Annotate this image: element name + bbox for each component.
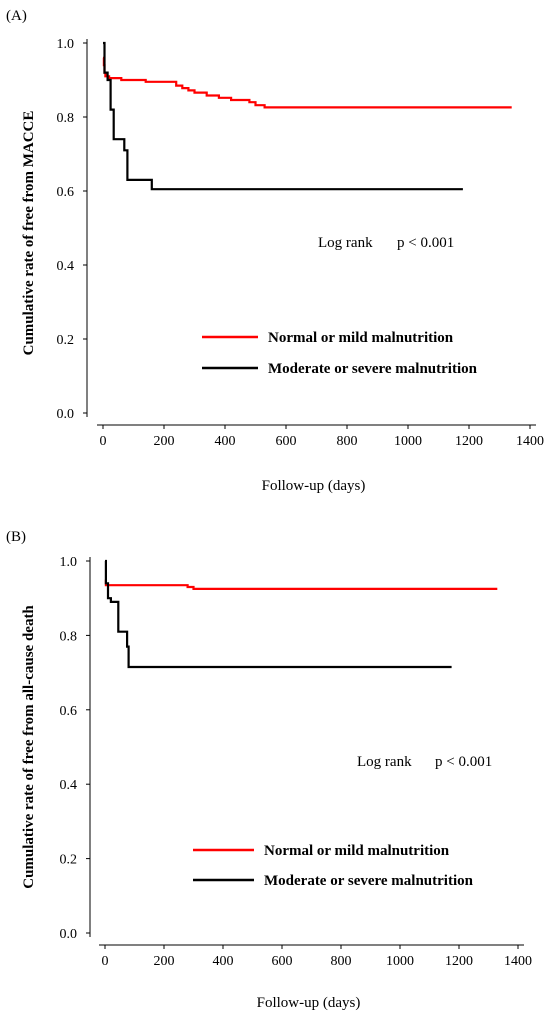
log-rank-label: Log rank: [318, 235, 373, 251]
y-tick-label: 0.0: [60, 927, 78, 942]
x-tick-label: 1000: [394, 434, 422, 449]
y-axis-label: Cumulative rate of free from MACCE: [21, 111, 37, 356]
series-line: [103, 41, 463, 191]
x-tick-label: 1200: [455, 434, 483, 449]
x-tick-label: 0: [100, 434, 107, 449]
p-value-label: p < 0.001: [435, 754, 492, 770]
legend-label: Normal or mild malnutrition: [268, 330, 454, 346]
x-tick-label: 200: [154, 954, 175, 969]
y-tick-label: 0.6: [60, 704, 78, 719]
panel-label: (A): [6, 8, 27, 24]
y-tick-label: 0.8: [57, 111, 75, 126]
y-tick-label: 0.8: [60, 629, 78, 644]
panel-b: (B) 0.0 0.2 0.4 0.6 0.8 1.0 0 200 400 600 800 1000 12…: [6, 529, 532, 1011]
series-line: [104, 559, 452, 669]
y-tick-label: 0.0: [57, 407, 75, 422]
x-tick-label: 600: [272, 954, 293, 969]
x-tick-label: 1400: [504, 954, 532, 969]
x-tick-label: 0: [102, 954, 109, 969]
x-tick-label: 800: [331, 954, 352, 969]
x-tick-label: 200: [154, 434, 175, 449]
legend-label: Normal or mild malnutrition: [264, 843, 450, 859]
x-tick-label: 1000: [386, 954, 414, 969]
y-tick-label: 0.4: [57, 259, 75, 274]
y-tick-label: 0.2: [57, 333, 75, 348]
y-axis-label: Cumulative rate of free from all-cause d…: [21, 605, 37, 889]
series-line: [102, 56, 512, 109]
series-line: [104, 578, 498, 590]
panel-label: (B): [6, 529, 26, 545]
x-tick-label: 800: [337, 434, 358, 449]
y-tick-label: 1.0: [57, 37, 75, 52]
legend-label: Moderate or severe malnutrition: [268, 361, 478, 377]
x-axis-label: Follow-up (days): [262, 478, 366, 494]
x-axis-label: Follow-up (days): [257, 995, 361, 1011]
legend-label: Moderate or severe malnutrition: [264, 873, 474, 889]
y-tick-label: 0.4: [60, 778, 78, 793]
y-tick-label: 0.2: [60, 853, 78, 868]
panel-a: (A) 0.0 0.2 0.4 0.6 0.8 1.0 0 200 400 600 800 1000 12…: [6, 8, 544, 494]
y-tick-label: 1.0: [60, 555, 78, 570]
log-rank-label: Log rank: [357, 754, 412, 770]
x-tick-label: 1200: [445, 954, 473, 969]
p-value-label: p < 0.001: [397, 235, 454, 251]
y-tick-label: 0.6: [57, 185, 75, 200]
x-tick-label: 400: [213, 954, 234, 969]
x-tick-label: 600: [276, 434, 297, 449]
x-tick-label: 400: [215, 434, 236, 449]
x-tick-label: 1400: [516, 434, 544, 449]
